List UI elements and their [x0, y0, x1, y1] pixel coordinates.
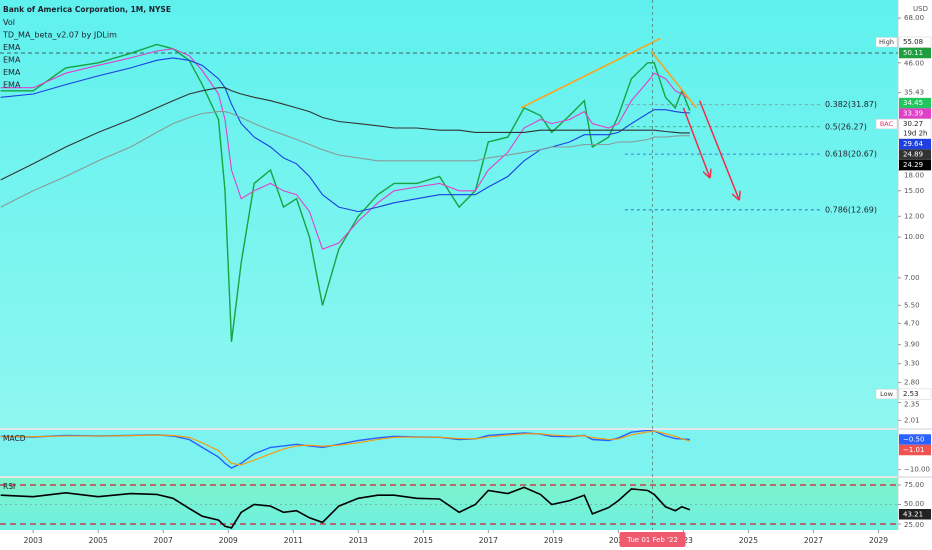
- x-tick-label: 2003: [24, 536, 43, 545]
- x-tick-label: 2029: [869, 536, 888, 545]
- y-tick-label: 2.35: [904, 401, 920, 409]
- indicator-line: [0, 57, 690, 213]
- price-badge: [899, 47, 931, 59]
- pane-title: MACD: [3, 434, 26, 443]
- indicator-line: [0, 430, 691, 466]
- x-tick-label: 2019: [544, 536, 563, 545]
- indicator-line: [0, 48, 691, 250]
- price-badge-label: 50.11: [903, 49, 923, 57]
- trendline: [520, 37, 662, 109]
- price-badge-sublabel: 19d 2h: [903, 130, 927, 138]
- price-badge-label: 24.29: [903, 161, 923, 169]
- x-tick-label: 2013: [349, 536, 368, 545]
- y-tick-label: 12.00: [904, 212, 924, 220]
- price-badge-label: 34.45: [903, 99, 923, 107]
- x-tick-label: 2011: [284, 536, 303, 545]
- x-tick-label: 2027: [804, 536, 823, 545]
- time-axis: [0, 530, 932, 550]
- crosshair-date: Tue 01 Feb '22: [626, 536, 678, 544]
- price-badge-label: 30.27: [903, 120, 923, 128]
- y-tick-label: 7.00: [904, 274, 920, 282]
- legend-entry: EMA: [3, 81, 21, 90]
- pane-layer: [0, 484, 898, 529]
- indicator-line: [0, 111, 690, 208]
- price-badge: [899, 434, 931, 445]
- x-tick-label: 2021: [609, 536, 628, 545]
- x-tick-label: 2017: [479, 536, 498, 545]
- rsi-pane: [0, 478, 898, 530]
- indicator-line: [0, 87, 690, 181]
- price-badge: [899, 159, 931, 171]
- arrow: [682, 107, 709, 177]
- price-pane: [0, 0, 898, 428]
- y-tick-label: 35.43: [904, 89, 924, 97]
- x-tick-label: 2025: [739, 536, 758, 545]
- pane-title: RSI: [3, 482, 15, 491]
- trendline: [650, 50, 698, 109]
- fib-label: 0.786(12.69): [825, 205, 877, 214]
- macd-pane: [0, 430, 898, 476]
- price-line: [0, 43, 691, 342]
- price-badge: [899, 149, 931, 160]
- price-badge-label: 2.53: [903, 390, 919, 398]
- price-badge: [899, 138, 931, 150]
- pane-layer: 0.382(31.87) 0.5(26.27) 0.618(20.67) 0.786(…: [0, 37, 898, 342]
- x-tick-label: 2005: [89, 536, 108, 545]
- y-tick-label: 25.00: [904, 521, 924, 529]
- legend-entry: EMA: [3, 43, 21, 52]
- badge-tag: High: [879, 38, 894, 46]
- price-badge-label: 43.21: [903, 510, 923, 518]
- x-tick-label: 2015: [414, 536, 433, 545]
- y-tick-label: −10.00: [904, 466, 930, 474]
- y-tick-label: 5.50: [904, 301, 920, 309]
- badge-tag: Low: [880, 390, 893, 398]
- x-tick-label: 2007: [154, 536, 173, 545]
- price-badge-label: −1.01: [903, 446, 924, 454]
- y-tick-label: 10.00: [904, 233, 924, 241]
- price-badge: [898, 388, 932, 400]
- y-tick-label: 75.00: [904, 481, 924, 489]
- price-badge-label: 24.89: [903, 151, 923, 159]
- crosshair-date-box: [619, 532, 686, 547]
- y-tick-label: 18.00: [904, 172, 924, 180]
- y-tick-label: 2.80: [904, 378, 920, 386]
- price-badge: [899, 108, 931, 119]
- badge-tag: BAC: [880, 120, 894, 128]
- fib-label: 0.382(31.87): [825, 100, 877, 109]
- badge-tag-bg: [875, 37, 898, 48]
- badge-tag-bg: [875, 119, 898, 130]
- badge-tag-bg: [875, 389, 898, 400]
- legend-entry: EMA: [3, 56, 21, 65]
- fib-label: 0.618(20.67): [825, 150, 877, 159]
- symbol-title: Bank of America Corporation, 1M, NYSE: [3, 5, 171, 14]
- price-badge: [899, 444, 931, 456]
- legend-entry: Vol: [3, 18, 15, 27]
- indicator-line: [0, 430, 690, 469]
- x-tick-label: 2009: [219, 536, 238, 545]
- indicator-line: [0, 486, 691, 529]
- y-tick-label: 4.70: [904, 319, 920, 327]
- legend-entry: EMA: [3, 68, 21, 77]
- price-badge: [898, 36, 932, 48]
- price-badge-label: 55.08: [903, 38, 923, 46]
- price-badge: [899, 509, 931, 520]
- fib-label: 0.5(26.27): [825, 122, 867, 131]
- price-badge-label: 33.39: [903, 110, 923, 118]
- y-tick-label: 46.00: [904, 60, 924, 68]
- y-tick-label: 3.30: [904, 360, 920, 368]
- price-axis: [898, 0, 932, 550]
- y-tick-label: 15.00: [904, 187, 924, 195]
- pane-layer: [0, 430, 691, 469]
- price-badge-label: −0.50: [903, 436, 924, 444]
- arrow: [698, 100, 739, 199]
- price-badge-label: 29.64: [903, 140, 924, 148]
- currency: USD: [913, 5, 928, 13]
- y-tick-label: 50.00: [904, 500, 924, 508]
- y-tick-label: 68.00: [904, 14, 924, 22]
- legend-entry: TD_MA_beta_v2.07 by JDLim: [2, 31, 117, 40]
- price-badge: [899, 97, 931, 109]
- y-tick-label: 3.90: [904, 341, 920, 349]
- y-tick-label: 2.01: [904, 416, 920, 424]
